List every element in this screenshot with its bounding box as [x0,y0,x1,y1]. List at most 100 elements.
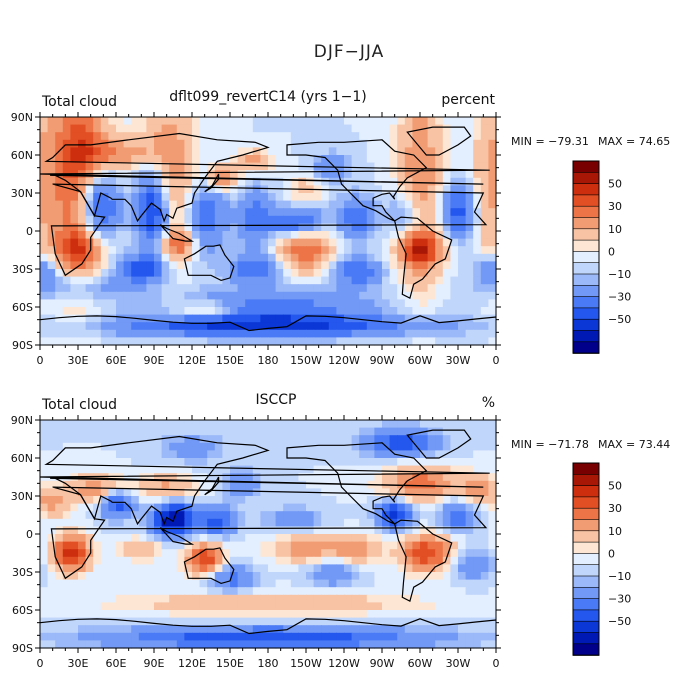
heatmap-cell [55,465,64,474]
heatmap-cell [313,223,322,232]
heatmap-cell [382,594,391,603]
heatmap-cell [138,488,147,497]
heatmap-cell [397,139,406,148]
heatmap-cell [123,632,132,641]
heatmap-cell [237,162,246,171]
heatmap-cell [298,284,307,293]
heatmap-cell [306,625,315,634]
heatmap-cell [488,253,497,262]
heatmap-cell [473,632,482,641]
heatmap-cell [230,132,239,141]
heatmap-cell [480,200,489,209]
heatmap-cell [138,231,147,240]
heatmap-cell [207,587,216,596]
heatmap-cell [328,246,337,255]
heatmap-cell [328,587,337,596]
heatmap-cell [427,465,436,474]
heatmap-cell [154,496,163,505]
heatmap-cell [420,299,429,308]
heatmap-cell [427,435,436,444]
heatmap-cell [359,253,368,262]
heatmap-cell [488,314,497,323]
heatmap-cell [420,307,429,316]
heatmap-cell [306,337,315,346]
heatmap-cell [344,564,353,573]
heatmap-cell [465,572,474,581]
heatmap-cell [207,124,216,133]
heatmap-cell [480,261,489,270]
heatmap-cell [480,291,489,300]
heatmap-cell [222,465,231,474]
heatmap-cell [359,587,368,596]
heatmap-cell [442,511,451,520]
heatmap-cell [359,572,368,581]
heatmap-cell [252,564,261,573]
heatmap-cell [480,594,489,603]
heatmap-cell [268,223,277,232]
heatmap-cell [154,503,163,512]
heatmap-cell [321,322,330,331]
heatmap-cell [351,307,360,316]
heatmap-cell [237,518,246,527]
heatmap-cell [306,329,315,338]
heatmap-cell [116,556,125,565]
heatmap-cell [108,193,117,202]
heatmap-cell [108,427,117,436]
heatmap-cell [78,480,87,489]
heatmap-cell [116,458,125,467]
heatmap-cell [108,617,117,626]
heatmap-cell [85,450,94,459]
heatmap-cell [123,231,132,240]
heatmap-cell [207,261,216,270]
heatmap-cell [404,231,413,240]
heatmap-cell [336,124,345,133]
heatmap-cell [450,602,459,611]
heatmap-cell [214,117,223,126]
heatmap-cell [351,223,360,232]
heatmap-cell [389,329,398,338]
heatmap-cell [435,162,444,171]
heatmap-cell [123,435,132,444]
heatmap-cell [169,261,178,270]
heatmap-cell [351,465,360,474]
heatmap-cell [450,450,459,459]
heatmap-cell [427,231,436,240]
heatmap-cell [298,435,307,444]
heatmap-cell [450,541,459,550]
heatmap-cell [359,541,368,550]
heatmap-cell [389,246,398,255]
heatmap-cell [176,420,185,429]
heatmap-cell [328,223,337,232]
heatmap-cell [382,435,391,444]
heatmap-cell [260,496,269,505]
heatmap-cell [252,200,261,209]
heatmap-cell [192,185,201,194]
heatmap-cell [465,269,474,278]
heatmap-cell [435,261,444,270]
heatmap-cell [85,602,94,611]
heatmap-cell [374,427,383,436]
heatmap-cell [62,253,71,262]
heatmap-cell [480,284,489,293]
heatmap-cell [116,594,125,603]
heatmap-cell [389,269,398,278]
heatmap-cell [260,511,269,520]
heatmap-cell [450,185,459,194]
heatmap-cell [458,496,467,505]
heatmap-cell [488,503,497,512]
heatmap-cell [389,594,398,603]
heatmap-cell [100,223,109,232]
heatmap-cell [412,177,421,186]
heatmap-cell [237,139,246,148]
heatmap-cell [47,139,56,148]
heatmap-cell [420,458,429,467]
heatmap-cell [207,139,216,148]
heatmap-cell [290,473,299,482]
heatmap-cell [78,291,87,300]
heatmap-cell [184,314,193,323]
heatmap-cell [78,526,87,535]
heatmap-cell [473,337,482,346]
heatmap-cell [442,276,451,285]
colorbar-swatch [572,507,600,521]
heatmap-cell [55,200,64,209]
